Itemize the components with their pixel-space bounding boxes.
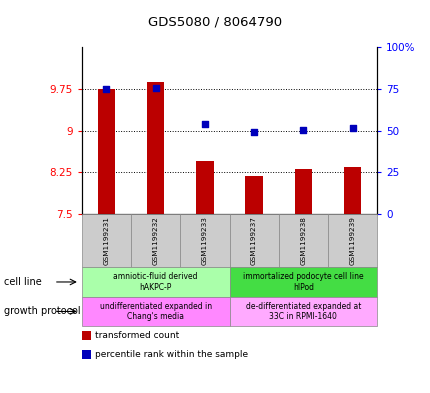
Text: GSM1199237: GSM1199237	[251, 216, 257, 265]
Bar	[245, 176, 262, 214]
Point	[152, 84, 159, 91]
Text: GSM1199233: GSM1199233	[201, 216, 207, 265]
Point	[103, 86, 110, 92]
Bar	[98, 89, 115, 214]
Text: GDS5080 / 8064790: GDS5080 / 8064790	[148, 15, 282, 28]
Bar	[196, 161, 213, 214]
Bar	[294, 169, 311, 214]
Text: percentile rank within the sample: percentile rank within the sample	[95, 350, 247, 359]
Bar	[343, 167, 360, 214]
Point	[299, 127, 306, 133]
Point	[250, 129, 257, 136]
Text: GSM1199232: GSM1199232	[152, 216, 158, 265]
Text: amniotic-fluid derived
hAKPC-P: amniotic-fluid derived hAKPC-P	[113, 272, 197, 292]
Bar	[147, 82, 164, 214]
Text: GSM1199239: GSM1199239	[349, 216, 355, 265]
Text: growth protocol: growth protocol	[4, 307, 81, 316]
Text: transformed count: transformed count	[95, 331, 178, 340]
Text: GSM1199231: GSM1199231	[103, 216, 109, 265]
Text: immortalized podocyte cell line
hIPod: immortalized podocyte cell line hIPod	[243, 272, 363, 292]
Text: de-differentiated expanded at
33C in RPMI-1640: de-differentiated expanded at 33C in RPM…	[245, 302, 360, 321]
Text: cell line: cell line	[4, 277, 42, 287]
Point	[348, 125, 355, 132]
Point	[201, 121, 208, 127]
Text: undifferentiated expanded in
Chang's media: undifferentiated expanded in Chang's med…	[99, 302, 211, 321]
Text: GSM1199238: GSM1199238	[300, 216, 306, 265]
